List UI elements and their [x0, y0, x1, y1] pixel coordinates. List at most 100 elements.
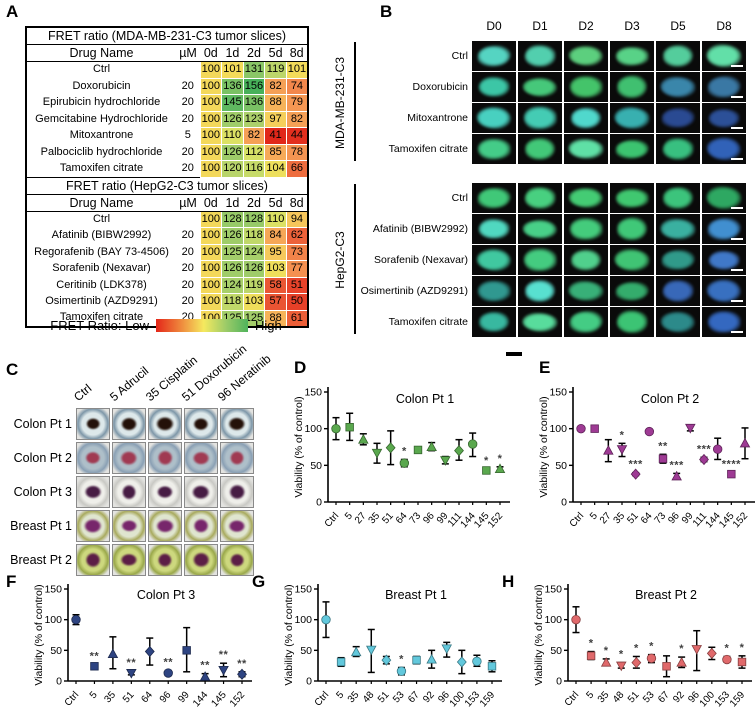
x-category-label: 51	[376, 689, 392, 705]
fret-value-cell: 85	[264, 143, 287, 161]
tumor-slice-blob	[524, 186, 556, 210]
fret-value-cell: 103	[242, 293, 266, 311]
tumor-slice-blob	[568, 138, 604, 160]
x-category-label: 35	[346, 689, 362, 705]
data-point-square	[412, 655, 421, 665]
y-tick-label: 50	[550, 645, 562, 657]
tumor-slice-blob	[522, 219, 558, 239]
y-axis-title: Viability (% of control)	[538, 396, 550, 497]
fluorescence-image	[472, 245, 516, 275]
data-point-triangle-down	[616, 445, 628, 455]
fluorescence-image	[702, 276, 746, 306]
fret-data-row: Doxorubicin 20 100 136 156 82 74	[26, 77, 309, 95]
y-tick-label: 150	[44, 584, 62, 596]
viability-plot-G: 0 50 100 150 Breast Pt 1 Viability (% of cont…	[283, 584, 502, 709]
x-category-label: 53	[391, 689, 407, 705]
data-point-triangle-up	[603, 445, 614, 455]
fluorescence-image	[564, 134, 608, 164]
well-image	[76, 408, 110, 440]
panel-h-label: H	[502, 572, 515, 591]
tissue-blob	[191, 416, 211, 432]
data-point-square	[487, 662, 497, 671]
well-image	[76, 544, 110, 576]
fret-ratio-table: FRET ratio (MDA-MB-231-C3 tumor slices) D…	[25, 26, 310, 328]
data-point-square	[590, 424, 599, 433]
significance-stars: ***	[628, 459, 643, 471]
fret-value-cell: 123	[242, 110, 266, 128]
panel-c-label: C	[6, 360, 19, 379]
fluorescence-image	[564, 276, 608, 306]
well-image	[220, 544, 254, 576]
x-category-label: 5	[88, 689, 100, 701]
panel-e-label: E	[539, 358, 551, 377]
fluorescence-image	[472, 103, 516, 133]
fret-value-cell: 119	[242, 276, 266, 294]
fret-value-cell: 62	[285, 227, 309, 245]
fluorescence-image	[610, 103, 654, 133]
x-category-label: 67	[656, 689, 672, 705]
well-image	[148, 408, 182, 440]
fluorescence-image	[656, 134, 700, 164]
fret-value-cell: 79	[285, 94, 309, 112]
fret-drug-name: Tamoxifen citrate	[59, 161, 144, 174]
significance-stars: *	[740, 642, 745, 654]
data-point-diamond	[237, 668, 247, 680]
tumor-slice-blob	[614, 248, 650, 272]
sample-row-label: Colon Pt 3	[13, 485, 72, 499]
tissue-blob	[156, 551, 174, 569]
tissue-blob	[118, 552, 140, 568]
x-category-label: 51	[121, 689, 137, 705]
data-point-circle	[571, 614, 581, 625]
fret-drug-name: Epirubicin hydrochloride	[42, 96, 161, 108]
tumor-slice-blob	[522, 312, 558, 332]
fret-um-value: 20	[181, 96, 194, 108]
plot-title: Breast Pt 2	[635, 588, 697, 602]
well-image	[184, 544, 218, 576]
fret-legend-high-label: High	[255, 318, 282, 333]
fluorescence-image	[518, 41, 562, 71]
x-category-label: Ctrl	[563, 690, 582, 709]
fret-value-cell: 94	[285, 210, 309, 228]
fret-value-cell: 100	[199, 260, 223, 278]
fret-data-row: Palbociclib hydrochloride 20 100 126 112 85 78	[26, 143, 309, 161]
well-image	[184, 408, 218, 440]
fluorescence-image	[472, 214, 516, 244]
fret-column-header: Drug Name	[26, 194, 176, 212]
tumor-slice-blob	[476, 106, 512, 130]
fret-value-cell: 100	[199, 210, 223, 228]
x-category-label: 159	[728, 689, 748, 709]
fluorescence-image	[610, 307, 654, 337]
well-image	[76, 476, 110, 508]
viability-plot-E: 0 50 100 150 Colon Pt 2 Viability (% of contr…	[538, 387, 755, 530]
scale-bar	[731, 268, 743, 271]
fret-value-cell: 156	[242, 77, 266, 95]
day-header: D5	[670, 19, 686, 33]
tumor-slice-blob	[708, 108, 740, 128]
y-tick-label: 100	[549, 423, 567, 435]
tissue-blob	[154, 518, 176, 534]
fluorescence-image	[564, 72, 608, 102]
tumor-slice-blob	[660, 76, 696, 98]
fret-column-header: 8d	[286, 44, 309, 62]
x-category-label: 64	[139, 689, 155, 705]
fluorescence-image	[518, 214, 562, 244]
data-point-square	[345, 423, 354, 432]
scale-bar	[731, 299, 743, 302]
data-point-diamond	[631, 656, 642, 669]
well-image	[148, 476, 182, 508]
fret-um-value: 20	[181, 229, 194, 241]
fret-data-row: Afatinib (BIBW2992) 20 100 126 118 84 62	[26, 227, 309, 245]
fret-table-title: FRET ratio (HepG2-C3 tumor slices)	[26, 176, 309, 195]
data-point-diamond	[144, 645, 155, 658]
significance-stars: *	[619, 649, 624, 661]
fret-um-value	[176, 211, 200, 228]
image-row-label: Sorafenib (Nexavar)	[374, 254, 468, 266]
tumor-slice-blob	[477, 45, 511, 67]
tumor-slice-blob	[706, 44, 742, 68]
x-category-label: 35	[102, 689, 118, 705]
well-image	[112, 476, 146, 508]
tumor-slice-blob	[478, 218, 510, 240]
panel-f-label: F	[6, 572, 17, 591]
data-point-triangle-down	[365, 645, 377, 656]
data-point-diamond	[454, 445, 464, 457]
